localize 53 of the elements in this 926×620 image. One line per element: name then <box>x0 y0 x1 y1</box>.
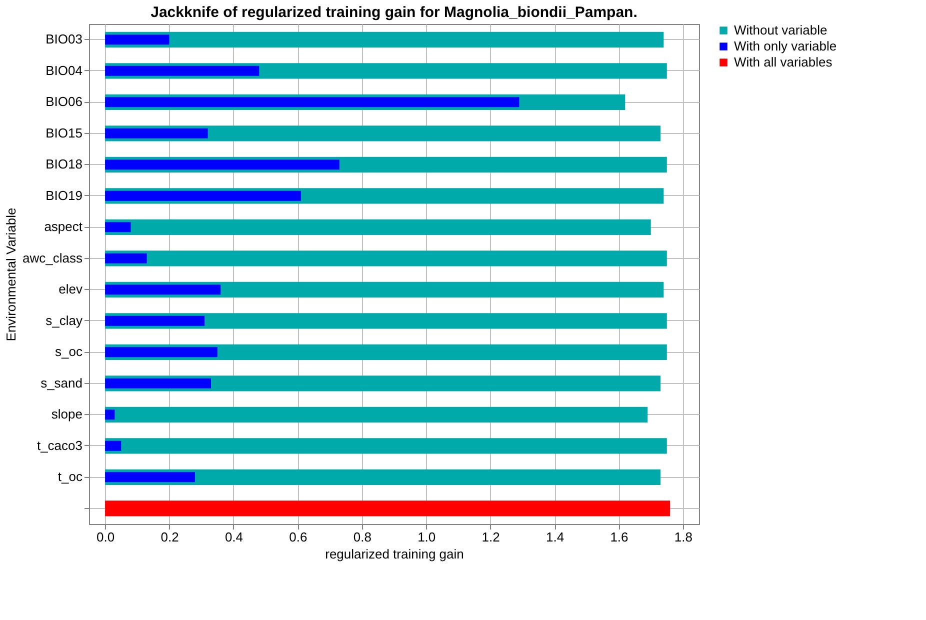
x-tick-label: 0.4 <box>224 530 244 544</box>
y-tick-label: s_clay <box>46 312 83 328</box>
y-tick-label: BIO06 <box>46 94 82 110</box>
bar <box>105 32 664 48</box>
x-axis-title: regularized training gain <box>325 546 464 562</box>
bar <box>105 500 670 516</box>
bar <box>105 34 170 45</box>
bar <box>105 128 208 138</box>
bar <box>105 347 218 358</box>
x-tick-label: 1.0 <box>418 530 436 544</box>
legend-label: Without variable <box>734 22 828 38</box>
y-tick-label: BIO03 <box>46 32 82 47</box>
bar <box>105 66 260 76</box>
bar <box>105 440 122 451</box>
bar <box>105 253 147 264</box>
legend-label: With only variable <box>734 38 837 54</box>
x-tick-label: 1.2 <box>482 530 500 544</box>
y-tick-label: slope <box>51 406 82 422</box>
bar <box>105 469 660 485</box>
y-tick-label: s_oc <box>55 344 83 360</box>
bar <box>105 472 195 482</box>
bar <box>105 219 651 235</box>
bar <box>105 438 667 454</box>
y-tick-label: BIO15 <box>46 125 82 140</box>
y-tick-label: t_oc <box>58 469 83 484</box>
y-tick-label: BIO18 <box>46 156 82 172</box>
legend-label: With all variables <box>734 54 833 70</box>
chart-title: Jackknife of regularized training gain for Magnolia_biondii_Pampan. <box>150 4 638 21</box>
y-axis-title: Environmental Variable <box>4 208 19 342</box>
bar <box>105 284 221 295</box>
bar <box>105 190 301 201</box>
y-tick-label: t_caco3 <box>36 438 82 453</box>
y-tick-label: elev <box>58 282 83 297</box>
y-tick-label: BIO19 <box>46 188 82 203</box>
y-tick-label: BIO04 <box>46 62 82 78</box>
x-tick-label: 0.8 <box>353 530 372 544</box>
x-tick-label: 1.4 <box>546 530 564 544</box>
y-tick-label: s_sand <box>40 375 82 390</box>
bar <box>105 160 340 170</box>
x-tick-label: 0.6 <box>289 530 308 544</box>
y-tick-label: aspect <box>44 219 83 234</box>
bar <box>105 250 667 266</box>
x-tick-label: 1.8 <box>674 530 692 544</box>
x-tick-label: 1.6 <box>610 530 628 544</box>
bar <box>105 406 648 422</box>
bar <box>105 410 115 420</box>
x-tick-label: 0.2 <box>160 530 179 544</box>
bar <box>105 378 211 388</box>
y-tick-label: awc_class <box>22 250 83 266</box>
x-tick-label: 0.0 <box>96 530 115 544</box>
bar <box>105 316 205 326</box>
bar <box>105 222 131 232</box>
bar <box>105 97 520 108</box>
